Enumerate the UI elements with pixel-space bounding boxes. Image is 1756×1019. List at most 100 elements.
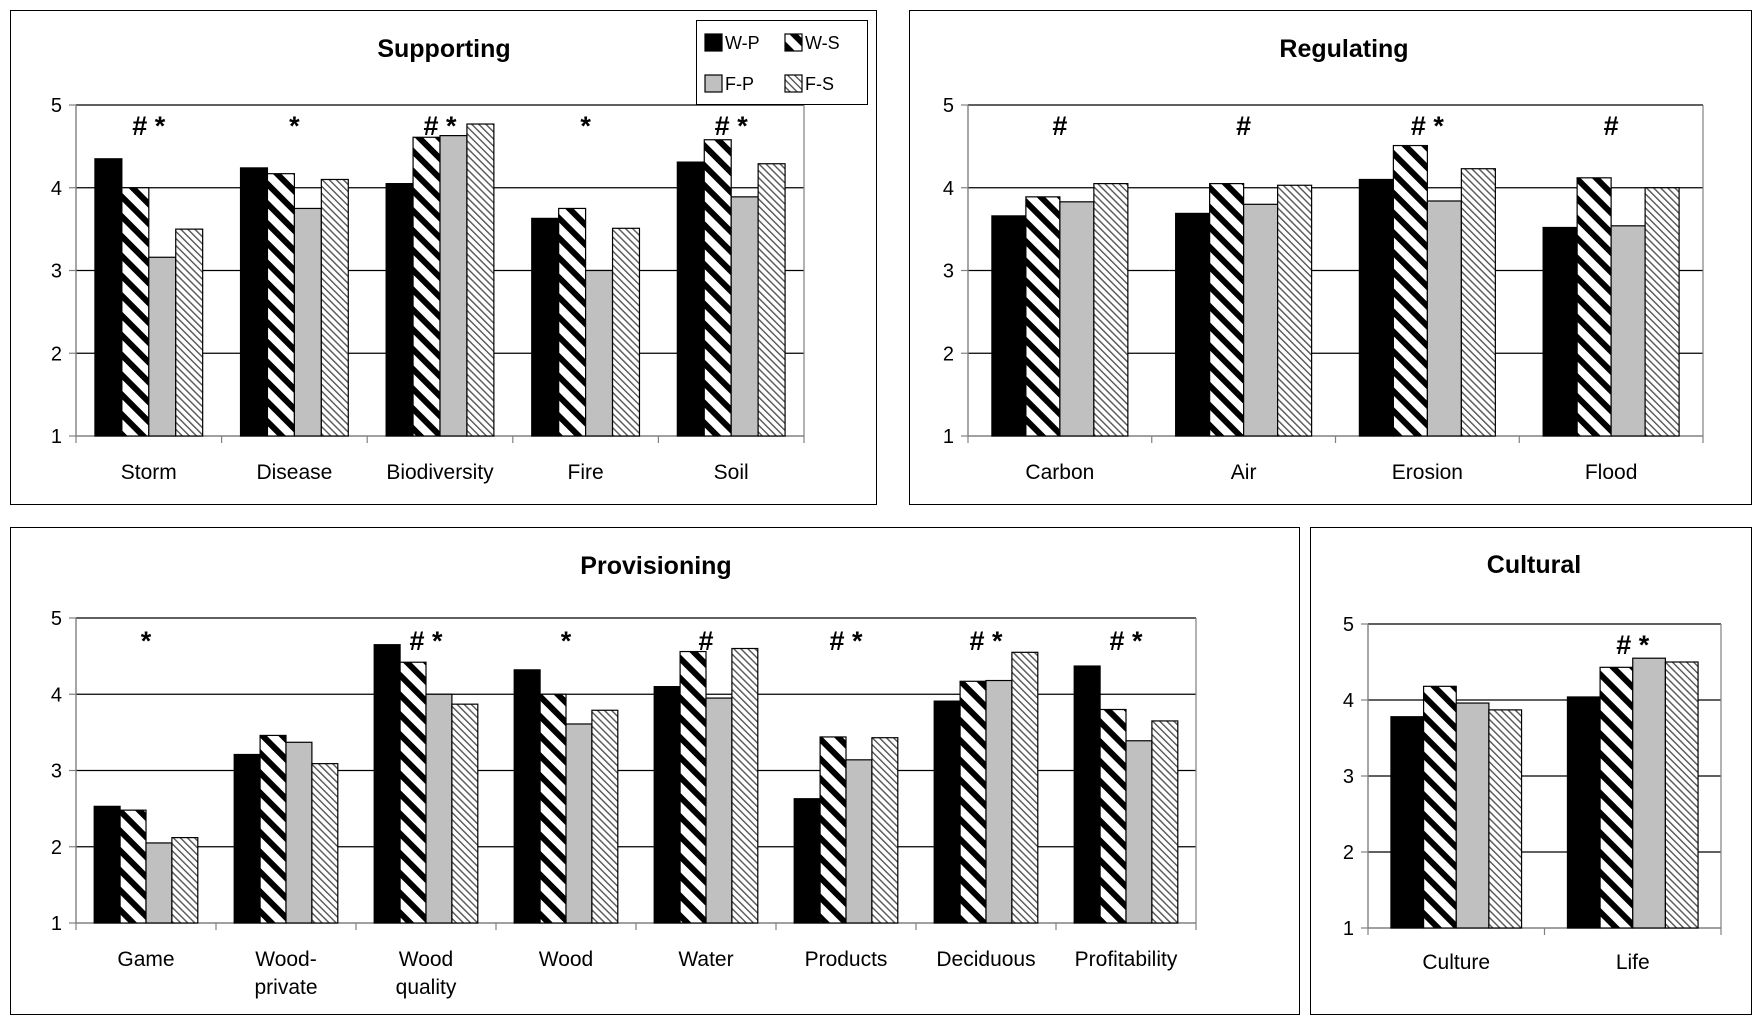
provisioning-category-label: Water [678, 948, 733, 971]
regulating-bar-w-s [1576, 177, 1612, 437]
provisioning-y-tick-label: 2 [51, 837, 62, 859]
supporting-bar-w-s [266, 173, 295, 437]
cultural-bar-w-s [1422, 685, 1457, 929]
regulating-y-tick-label: 4 [943, 178, 954, 200]
provisioning-y-tick-label: 1 [51, 913, 62, 935]
regulating-y-tick-label: 5 [943, 95, 954, 117]
supporting-category-label: Fire [568, 461, 604, 484]
supporting-bar-f-p [148, 256, 177, 437]
regulating-chart: Regulating 1 2 3 4 5 Carbon # Air # Erosion # * Floo… [943, 35, 1704, 484]
provisioning-bar-f-s [1011, 651, 1039, 924]
provisioning-y-tick-label: 3 [51, 761, 62, 783]
supporting-significance-marker: # * [423, 111, 457, 141]
regulating-bar-f-p [1610, 225, 1646, 437]
regulating-bar-w-p [1175, 212, 1211, 437]
provisioning-category-label: Deciduous [936, 948, 1035, 971]
regulating-bar-f-p [1426, 200, 1462, 437]
regulating-significance-marker: # [1604, 111, 1619, 141]
provisioning-bar-f-s [731, 647, 759, 924]
provisioning-bar-w-s [1099, 708, 1127, 924]
cultural-bar-f-p [1455, 702, 1490, 929]
regulating-panel: Regulating 1 2 3 4 5 Carbon # Air # Erosion # * Floo… [909, 10, 1752, 505]
provisioning-bar-w-p [653, 686, 681, 924]
regulating-bar-f-s [1460, 168, 1496, 437]
regulating-y-tick-label: 1 [943, 426, 954, 448]
supporting-bar-f-p [730, 196, 759, 437]
cultural-y-tick-label: 4 [1343, 690, 1354, 712]
supporting-bar-f-s [175, 228, 204, 437]
regulating-bar-f-s [1277, 184, 1313, 437]
cultural-bar-w-p [1566, 696, 1601, 929]
cultural-category-label: Life [1616, 951, 1650, 974]
regulating-title: Regulating [1279, 35, 1408, 63]
supporting-bar-w-p [385, 183, 414, 437]
supporting-bar-w-p [531, 217, 560, 437]
supporting-bar-w-p [239, 167, 269, 437]
cultural-bar-w-p [1390, 716, 1425, 929]
regulating-category-label: Carbon [1025, 461, 1094, 484]
supporting-significance-marker: # * [132, 111, 166, 141]
regulating-bar-f-p [1243, 203, 1279, 437]
provisioning-y-tick-label: 4 [51, 684, 62, 706]
supporting-bar-f-s [466, 123, 495, 437]
provisioning-bar-f-s [591, 709, 619, 924]
supporting-bar-f-s [320, 178, 349, 437]
provisioning-bar-w-p [93, 805, 121, 924]
regulating-bar-f-p [1059, 201, 1095, 437]
regulating-category-label: Erosion [1392, 461, 1463, 484]
legend-swatch-wp [704, 33, 723, 52]
cultural-y-tick-label: 5 [1343, 614, 1354, 636]
provisioning-title: Provisioning [580, 552, 731, 580]
cultural-category-label: Culture [1422, 951, 1490, 974]
provisioning-bar-w-s [959, 680, 987, 924]
cultural-panel: Cultural 1 2 3 4 5 Culture Life # * [1310, 527, 1752, 1015]
legend-label-ws: W-S [805, 33, 840, 53]
provisioning-significance-marker: # * [1109, 626, 1143, 656]
provisioning-bar-w-p [793, 798, 821, 924]
regulating-significance-marker: # [1236, 111, 1251, 141]
provisioning-bar-w-p [933, 700, 961, 924]
provisioning-bar-f-p [565, 723, 593, 924]
provisioning-category-label: Wood [539, 948, 593, 971]
cultural-y-tick-label: 2 [1343, 842, 1354, 864]
provisioning-bar-f-p [145, 842, 173, 924]
supporting-bar-f-p [293, 207, 322, 437]
provisioning-bar-f-s [871, 737, 899, 924]
provisioning-significance-marker: # * [829, 626, 863, 656]
supporting-y-tick-label: 4 [51, 178, 62, 200]
provisioning-significance-marker: * [141, 626, 152, 656]
supporting-category-label: Biodiversity [386, 461, 494, 484]
provisioning-significance-marker: # [698, 626, 713, 656]
regulating-y-tick-label: 2 [943, 343, 954, 365]
provisioning-significance-marker: # * [409, 626, 443, 656]
supporting-significance-marker: * [289, 111, 300, 141]
provisioning-bar-f-p [985, 679, 1013, 924]
regulating-y-tick-label: 3 [943, 261, 954, 283]
cultural-chart: Cultural 1 2 3 4 5 Culture Life # * [1343, 551, 1722, 974]
legend: W-P W-S F-P F-S [696, 20, 868, 105]
provisioning-category-label: Game [117, 948, 174, 971]
supporting-significance-marker: * [580, 111, 591, 141]
provisioning-category-label: Profitability [1075, 948, 1178, 971]
provisioning-bar-f-p [1125, 740, 1153, 924]
supporting-bar-w-p [676, 161, 705, 437]
regulating-bar-w-p [1358, 178, 1394, 437]
supporting-y-tick-label: 3 [51, 261, 62, 283]
regulating-bar-f-s [1093, 183, 1129, 437]
provisioning-bar-f-s [171, 837, 199, 924]
provisioning-panel: Provisioning 1 2 3 4 5 Game * Wood-private Wood qu… [10, 527, 1300, 1015]
provisioning-bar-f-p [285, 741, 313, 924]
regulating-bar-w-s [1392, 144, 1428, 437]
regulating-category-label: Air [1231, 461, 1257, 484]
provisioning-bar-f-s [311, 763, 339, 924]
regulating-bar-w-s [1025, 196, 1061, 437]
cultural-bar-w-s [1599, 666, 1634, 929]
legend-label-fp: F-P [725, 74, 754, 94]
cultural-bar-f-p [1632, 657, 1667, 929]
provisioning-significance-marker: # * [969, 626, 1003, 656]
provisioning-bar-w-p [373, 644, 401, 924]
supporting-bar-w-s [558, 207, 587, 437]
supporting-y-tick-label: 1 [51, 426, 62, 448]
provisioning-significance-marker: * [561, 626, 572, 656]
supporting-title: Supporting [377, 35, 510, 63]
